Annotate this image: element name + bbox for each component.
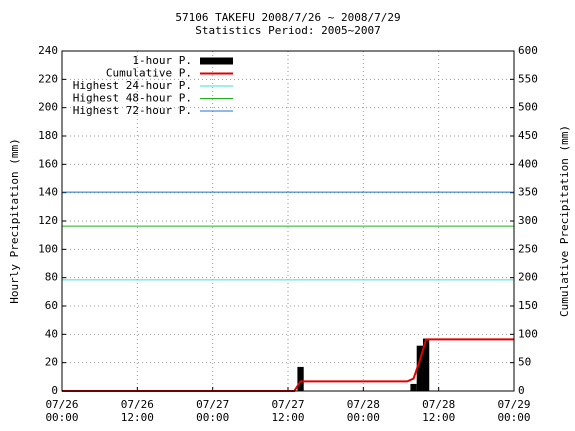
y-tick-label: 160	[38, 157, 58, 170]
x-tick-label-line: 12:00	[422, 411, 455, 424]
y2-axis-label: Cumulative Precipitation (mm)	[558, 125, 571, 317]
x-tick-label: 07/27 12:00	[271, 398, 304, 424]
bar	[422, 338, 430, 391]
y-tick-label: 0	[51, 384, 58, 397]
legend-swatch	[200, 57, 233, 65]
legend-label: 1-hour P.	[132, 54, 192, 67]
y2-tick-label: 250	[518, 242, 538, 255]
x-tick-label: 07/27 00:00	[196, 398, 229, 424]
y2-tick-label: 550	[518, 72, 538, 85]
bar	[416, 345, 423, 391]
plot-frame	[61, 50, 515, 392]
x-tick-label: 07/28 12:00	[422, 398, 455, 424]
x-tick-label-line: 12:00	[271, 411, 304, 424]
y2-tick-label: 150	[518, 299, 538, 312]
y2-tick-label: 500	[518, 101, 538, 114]
x-tick-label-line: 00:00	[45, 411, 78, 424]
y2-tick-label: 400	[518, 157, 538, 170]
x-tick-label: 07/28 00:00	[347, 398, 380, 424]
legend-label: Highest 48-hour P.	[73, 92, 192, 105]
x-tick-label-line: 07/26	[121, 398, 154, 411]
legend-label: Highest 24-hour P.	[73, 79, 192, 92]
y2-tick-label: 600	[518, 44, 538, 57]
y-tick-label: 80	[45, 271, 58, 284]
y-tick-label: 140	[38, 186, 58, 199]
x-tick-label: 07/26 12:00	[121, 398, 154, 424]
y-tick-label: 60	[45, 299, 58, 312]
x-tick-label-line: 00:00	[497, 411, 530, 424]
y2-tick-label: 300	[518, 214, 538, 227]
x-tick-label-line: 00:00	[196, 411, 229, 424]
x-tick-label-line: 00:00	[347, 411, 380, 424]
bar	[410, 383, 417, 391]
y2-tick-label: 200	[518, 271, 538, 284]
y-tick-label: 20	[45, 356, 58, 369]
x-tick-label-line: 07/26	[45, 398, 78, 411]
y-tick-label: 220	[38, 72, 58, 85]
y-tick-label: 180	[38, 129, 58, 142]
y-tick-label: 100	[38, 242, 58, 255]
x-tick-label-line: 07/28	[422, 398, 455, 411]
x-tick-label-line: 12:00	[121, 411, 154, 424]
legend-label: Cumulative P.	[106, 67, 192, 80]
y2-tick-label: 0	[518, 384, 525, 397]
y2-tick-label: 350	[518, 186, 538, 199]
legend-label: Highest 72-hour P.	[73, 104, 192, 117]
y2-tick-label: 50	[518, 356, 531, 369]
x-tick-label: 07/29 00:00	[497, 398, 530, 424]
y-tick-label: 120	[38, 214, 58, 227]
chart-subtitle: Statistics Period: 2005~2007	[195, 24, 380, 37]
cumulative-line	[62, 338, 514, 392]
x-tick-label: 07/26 00:00	[45, 398, 78, 424]
y-tick-label: 240	[38, 44, 58, 57]
y2-tick-label: 100	[518, 327, 538, 340]
y-tick-label: 200	[38, 101, 58, 114]
x-tick-label-line: 07/28	[347, 398, 380, 411]
bar	[297, 366, 304, 391]
y2-tick-label: 450	[518, 129, 538, 142]
y-axis-label: Hourly Precipitation (mm)	[8, 138, 21, 304]
x-tick-label-line: 07/27	[271, 398, 304, 411]
y-tick-label: 40	[45, 327, 58, 340]
x-tick-label-line: 07/27	[196, 398, 229, 411]
x-tick-label-line: 07/29	[497, 398, 530, 411]
chart-title: 57106 TAKEFU 2008/7/26 ~ 2008/7/29	[175, 11, 400, 24]
